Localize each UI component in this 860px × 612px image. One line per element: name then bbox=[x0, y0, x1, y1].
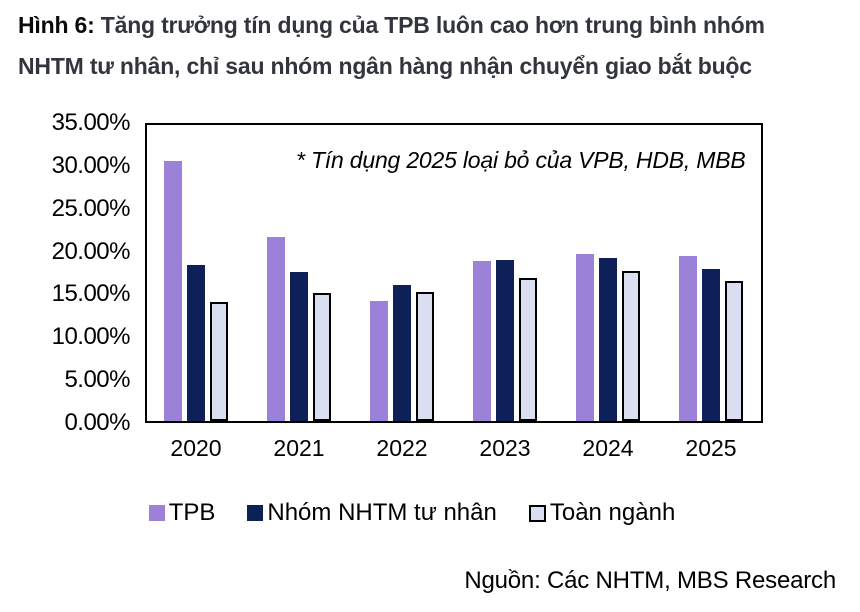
y-tick-label: 5.00% bbox=[64, 366, 130, 394]
chart-annotation: * Tín dụng 2025 loại bỏ của VPB, HDB, MB… bbox=[296, 147, 746, 173]
bar-2023-series-1 bbox=[496, 260, 514, 421]
y-tick-label: 0.00% bbox=[64, 409, 130, 436]
figure-title-line2: NHTM tư nhân, chỉ sau nhóm ngân hàng nhậ… bbox=[18, 53, 752, 79]
legend-item-0: TPB bbox=[148, 499, 216, 527]
bar-2025-series-2 bbox=[725, 281, 743, 421]
legend-label: Toàn ngành bbox=[549, 499, 676, 526]
figure-number: Hình 6: bbox=[18, 12, 95, 38]
source-note: Nguồn: Các NHTM, MBS Research bbox=[464, 567, 836, 594]
y-tick-label: 20.00% bbox=[51, 237, 131, 265]
y-tick-label: 30.00% bbox=[51, 151, 131, 179]
legend: TPB Nhóm NHTM tư nhân Toàn ngành bbox=[0, 499, 860, 527]
y-tick-label: 15.00% bbox=[51, 280, 131, 308]
bar-group-2022 bbox=[370, 125, 434, 421]
legend-label: TPB bbox=[168, 499, 216, 526]
bar-group-2021 bbox=[267, 125, 331, 421]
legend-item-1: Nhóm NHTM tư nhân bbox=[247, 499, 497, 527]
bar-group-2023 bbox=[473, 125, 537, 421]
bar-2023-series-0 bbox=[473, 261, 491, 421]
bar-2020-series-0 bbox=[164, 161, 182, 421]
bar-2025-series-1 bbox=[702, 269, 720, 421]
y-tick-label: 35.00% bbox=[51, 109, 131, 136]
bar-2020-series-2 bbox=[210, 302, 228, 421]
x-tick-label-2024: 2024 bbox=[582, 435, 634, 461]
y-tick-label: 25.00% bbox=[51, 194, 131, 222]
x-tick-label-2023: 2023 bbox=[479, 435, 531, 461]
x-tick-label-2022: 2022 bbox=[376, 435, 428, 461]
x-axis: 2020 2021 2022 2023 2024 2025 bbox=[147, 434, 765, 464]
bar-2021-series-0 bbox=[267, 237, 285, 421]
bar-2024-series-0 bbox=[576, 254, 594, 421]
bar-2022-series-2 bbox=[416, 292, 434, 421]
legend-item-2: Toàn ngành bbox=[528, 499, 676, 527]
bar-group-2024 bbox=[576, 125, 640, 421]
bar-group-2020 bbox=[164, 125, 228, 421]
bar-2021-series-2 bbox=[313, 293, 331, 421]
legend-swatch-icon bbox=[247, 505, 264, 521]
bar-2022-series-0 bbox=[370, 301, 388, 421]
figure-title: Hình 6: Tăng trưởng tín dụng của TPB luô… bbox=[18, 5, 848, 87]
bar-2024-series-1 bbox=[599, 258, 617, 421]
x-tick-label-2020: 2020 bbox=[170, 435, 222, 461]
bar-2024-series-2 bbox=[622, 271, 640, 421]
bar-group-2025 bbox=[679, 125, 743, 421]
y-tick-label: 10.00% bbox=[51, 323, 131, 351]
plot-area bbox=[145, 123, 763, 423]
bar-2022-series-1 bbox=[393, 285, 411, 421]
y-axis: 35.00% 30.00% 25.00% 20.00% 15.00% 10.00% 5.00… bbox=[0, 109, 131, 436]
bar-2020-series-1 bbox=[187, 265, 205, 421]
figure-title-line1: Tăng trưởng tín dụng của TPB luôn cao hơ… bbox=[100, 12, 765, 38]
bar-2021-series-1 bbox=[290, 272, 308, 421]
x-tick-label-2025: 2025 bbox=[685, 435, 737, 461]
x-tick-label-2021: 2021 bbox=[273, 435, 325, 461]
legend-swatch-icon bbox=[528, 504, 546, 522]
bar-2025-series-0 bbox=[679, 256, 697, 421]
legend-label: Nhóm NHTM tư nhân bbox=[267, 499, 497, 526]
legend-swatch-icon bbox=[148, 505, 165, 521]
bar-2023-series-2 bbox=[519, 278, 537, 421]
